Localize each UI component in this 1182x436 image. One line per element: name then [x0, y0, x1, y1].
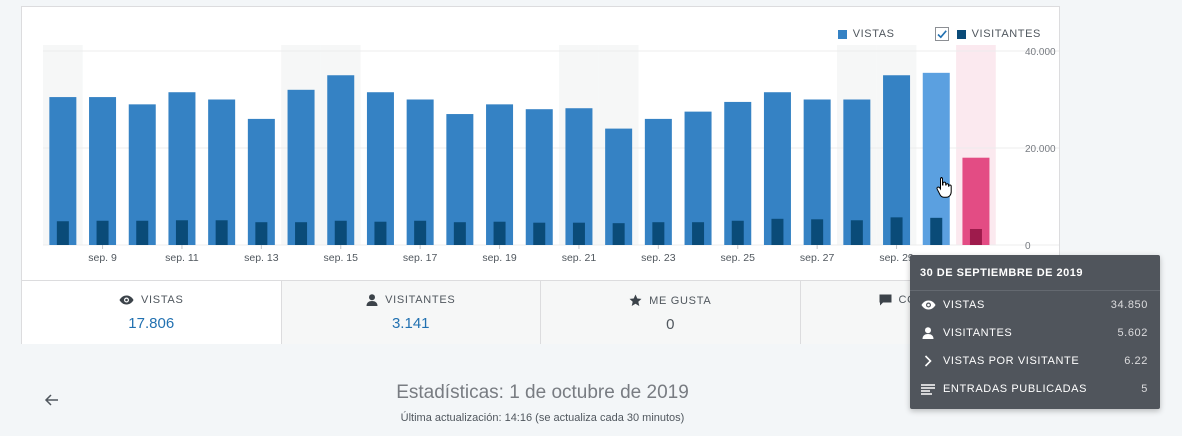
- tooltip-posts-label: ENTRADAS PUBLICADAS: [943, 383, 1088, 395]
- tooltip-views-value: 34.850: [1110, 299, 1148, 311]
- views-bar: [565, 108, 593, 245]
- visitors-bar: [850, 220, 863, 245]
- tooltip-row-views-per-visitor: VISTAS POR VISITANTE 6.22: [920, 353, 1148, 369]
- tooltip-divider: [910, 290, 1160, 291]
- chart-tooltip: 30 DE SEPTIEMBRE DE 2019 VISTAS 34.850 V…: [910, 255, 1160, 409]
- star-icon: [629, 294, 642, 306]
- visitors-bar: [334, 220, 347, 245]
- tab-visitors-value: 3.141: [391, 315, 430, 332]
- stats-card: 40.000 20.000 0 sep. 9 sep. 11 sep. 13 sep. 15…: [21, 6, 1060, 344]
- posts-icon: [921, 383, 935, 395]
- x-tick-label: sep. 27: [800, 252, 835, 264]
- y-tick-label: 20.000: [1025, 144, 1056, 155]
- visitors-bar: [453, 222, 466, 245]
- tab-visitors[interactable]: VISITANTES 3.141: [281, 281, 541, 344]
- hand-cursor-icon: [936, 177, 952, 198]
- visitors-bar: [890, 217, 903, 245]
- visitors-bar: [969, 228, 982, 245]
- tooltip-visitors-value: 5.602: [1117, 327, 1148, 339]
- x-tick-label: sep. 15: [324, 252, 359, 264]
- visitors-bar: [414, 220, 427, 245]
- tooltip-visitors-label: VISITANTES: [943, 327, 1013, 339]
- legend-visitors: VISITANTES: [956, 28, 1041, 40]
- x-tick-label: sep. 11: [165, 252, 199, 264]
- x-tick-label: sep. 29: [879, 252, 914, 264]
- last-updated-text: Última actualización: 14:16 (se actualiz…: [400, 412, 685, 424]
- tooltip-vpv-label: VISTAS POR VISITANTE: [943, 355, 1080, 367]
- views-bar: [366, 92, 394, 245]
- views-bar: [883, 75, 911, 245]
- chevron-right-icon: [924, 355, 932, 367]
- page-title: Estadísticas: 1 de octubre de 2019: [396, 382, 689, 403]
- stats-tabs: VISTAS 17.806 VISITANTES 3.141 ME GUSTA …: [22, 280, 1059, 344]
- tab-likes-value: 0: [666, 316, 675, 333]
- views-bar: [287, 89, 315, 245]
- x-tick-label: sep. 13: [244, 252, 279, 264]
- visitors-bar: [731, 220, 744, 245]
- views-bar: [89, 97, 117, 245]
- tooltip-row-visitors: VISITANTES 5.602: [920, 325, 1148, 341]
- x-tick-label: sep. 21: [562, 252, 597, 264]
- visitors-bar: [572, 222, 585, 245]
- visitors-bar: [374, 221, 387, 245]
- visitors-bar: [175, 220, 188, 245]
- tab-views-label: VISTAS: [140, 294, 184, 306]
- x-tick-label: sep. 25: [721, 252, 756, 264]
- legend-visitors-swatch: [956, 29, 966, 39]
- tooltip-posts-value: 5: [1141, 383, 1148, 395]
- y-tick-label: 0: [1025, 241, 1031, 252]
- visitors-bar: [493, 221, 506, 245]
- visitors-bar: [96, 220, 109, 245]
- eye-icon: [921, 300, 935, 310]
- views-bar: [486, 104, 514, 245]
- chart-legend: VISTAS VISITANTES: [837, 27, 1041, 41]
- tab-likes[interactable]: ME GUSTA 0: [541, 281, 801, 344]
- y-tick-label: 40.000: [1025, 47, 1056, 58]
- visitors-bar: [533, 222, 546, 245]
- tab-views-value: 17.806: [128, 315, 175, 332]
- tooltip-views-label: VISTAS: [943, 299, 985, 311]
- tooltip-row-posts: ENTRADAS PUBLICADAS 5: [920, 381, 1148, 397]
- visitors-bar: [56, 221, 69, 245]
- checkmark-icon: [937, 30, 947, 39]
- person-icon: [922, 327, 934, 339]
- comment-icon: [879, 294, 891, 306]
- visitors-checkbox[interactable]: [934, 27, 949, 41]
- tab-likes-label: ME GUSTA: [649, 294, 712, 307]
- tooltip-row-views: VISTAS 34.850: [920, 297, 1148, 313]
- views-bar: [327, 75, 355, 245]
- views-bar: [922, 72, 950, 245]
- views-bar: [525, 109, 553, 245]
- visitors-bar: [652, 222, 665, 245]
- views-bar: [168, 92, 196, 245]
- person-icon: [366, 294, 378, 306]
- tab-visitors-label: VISITANTES: [385, 294, 456, 306]
- visitors-bar: [612, 223, 625, 245]
- visitors-bar: [930, 217, 943, 245]
- x-tick-label: sep. 9: [88, 252, 117, 264]
- back-arrow-button[interactable]: [42, 390, 62, 410]
- x-tick-label: sep. 19: [482, 252, 517, 264]
- eye-icon: [119, 295, 134, 305]
- visitors-bar: [771, 218, 784, 245]
- visitors-bar: [295, 222, 308, 245]
- arrow-left-icon: [44, 394, 58, 406]
- visitors-bar: [811, 219, 824, 245]
- tooltip-vpv-value: 6.22: [1124, 355, 1148, 367]
- views-bar: [49, 97, 77, 245]
- legend-views-swatch: [837, 29, 847, 39]
- visitors-bar: [692, 222, 705, 245]
- legend-views: VISTAS: [837, 28, 895, 40]
- legend-visitors-label: VISITANTES: [971, 28, 1041, 40]
- bar-chart: 40.000 20.000 0 sep. 9 sep. 11 sep. 13 sep. 15…: [43, 45, 1059, 264]
- tooltip-title: 30 DE SEPTIEMBRE DE 2019: [920, 267, 1084, 279]
- visitors-bar: [136, 220, 149, 245]
- legend-views-label: VISTAS: [852, 28, 895, 40]
- visitors-bar: [255, 222, 268, 245]
- x-tick-label: sep. 17: [403, 252, 438, 264]
- visitors-bar: [215, 220, 228, 245]
- tab-views[interactable]: VISTAS 17.806: [22, 281, 282, 344]
- x-tick-label: sep. 23: [641, 252, 676, 264]
